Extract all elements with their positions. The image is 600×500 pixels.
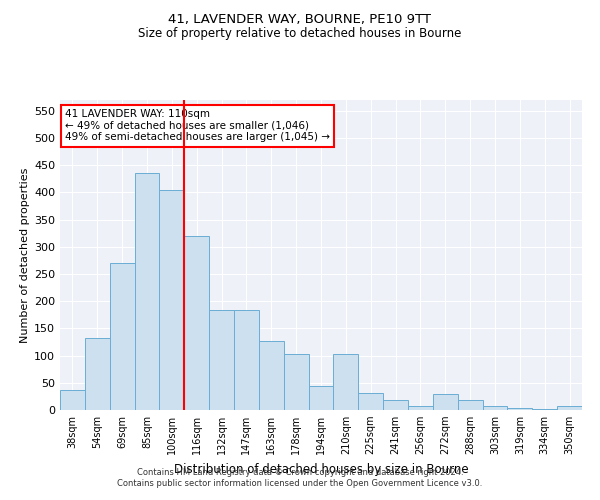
Bar: [110, 263, 134, 410]
Bar: [433, 394, 458, 410]
X-axis label: Distribution of detached houses by size in Bourne: Distribution of detached houses by size …: [173, 462, 469, 475]
Bar: [383, 400, 408, 410]
Bar: [184, 236, 209, 410]
Bar: [60, 390, 85, 410]
Y-axis label: Number of detached properties: Number of detached properties: [20, 168, 30, 342]
Bar: [408, 406, 433, 410]
Bar: [458, 400, 482, 410]
Bar: [209, 310, 234, 410]
Bar: [234, 310, 259, 410]
Bar: [334, 354, 358, 410]
Bar: [508, 408, 532, 410]
Bar: [259, 342, 284, 410]
Text: Size of property relative to detached houses in Bourne: Size of property relative to detached ho…: [139, 28, 461, 40]
Bar: [532, 409, 557, 410]
Bar: [284, 354, 308, 410]
Text: Contains HM Land Registry data © Crown copyright and database right 2024.
Contai: Contains HM Land Registry data © Crown c…: [118, 468, 482, 487]
Text: 41, LAVENDER WAY, BOURNE, PE10 9TT: 41, LAVENDER WAY, BOURNE, PE10 9TT: [169, 12, 431, 26]
Text: 41 LAVENDER WAY: 110sqm
← 49% of detached houses are smaller (1,046)
49% of semi: 41 LAVENDER WAY: 110sqm ← 49% of detache…: [65, 110, 330, 142]
Bar: [358, 392, 383, 410]
Bar: [482, 406, 508, 410]
Bar: [85, 338, 110, 410]
Bar: [134, 174, 160, 410]
Bar: [557, 406, 582, 410]
Bar: [160, 190, 184, 410]
Bar: [308, 386, 334, 410]
